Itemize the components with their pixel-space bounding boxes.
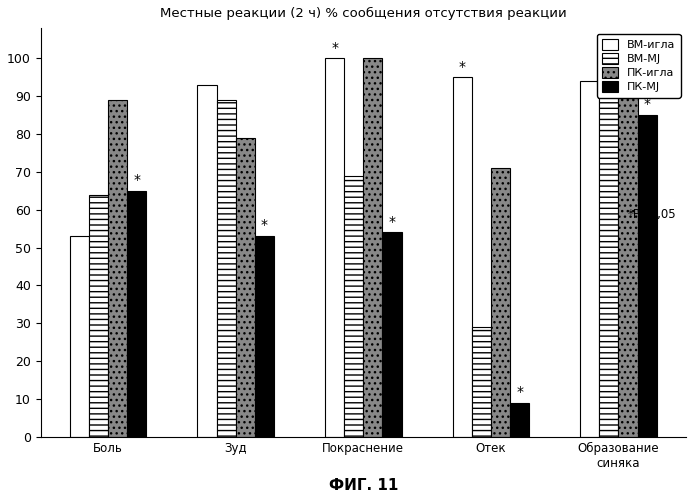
Bar (198, 85, 217, 437)
Text: *: * (389, 214, 396, 228)
Bar (108, 100, 128, 437)
Text: *: * (133, 173, 141, 187)
Bar (363, 58, 383, 437)
Bar (128, 191, 146, 437)
Text: *: * (516, 385, 523, 399)
Bar (510, 402, 529, 437)
Text: *P<0,05: *P<0,05 (628, 208, 676, 221)
Bar (599, 96, 618, 437)
Bar (325, 58, 344, 437)
Text: *: * (644, 98, 651, 112)
Bar (236, 138, 255, 437)
Text: *: * (331, 40, 338, 54)
Bar (344, 176, 363, 437)
Legend: ВМ-игла, ВМ-МJ, ПК-игла, ПК-МJ: ВМ-игла, ВМ-МJ, ПК-игла, ПК-МJ (597, 34, 681, 98)
Bar (491, 168, 510, 437)
X-axis label: ФИГ. 11: ФИГ. 11 (328, 478, 398, 493)
Bar (383, 232, 401, 437)
Bar (638, 115, 657, 437)
Bar (580, 81, 599, 437)
Bar (618, 66, 638, 437)
Bar (70, 236, 89, 437)
Title: Местные реакции (2 ч) % сообщения отсутствия реакции: Местные реакции (2 ч) % сообщения отсутс… (160, 7, 567, 20)
Bar (472, 327, 491, 437)
Bar (453, 78, 472, 437)
Bar (255, 236, 274, 437)
Bar (89, 194, 108, 437)
Bar (217, 100, 236, 437)
Text: *: * (459, 60, 466, 74)
Text: *: * (261, 218, 268, 232)
